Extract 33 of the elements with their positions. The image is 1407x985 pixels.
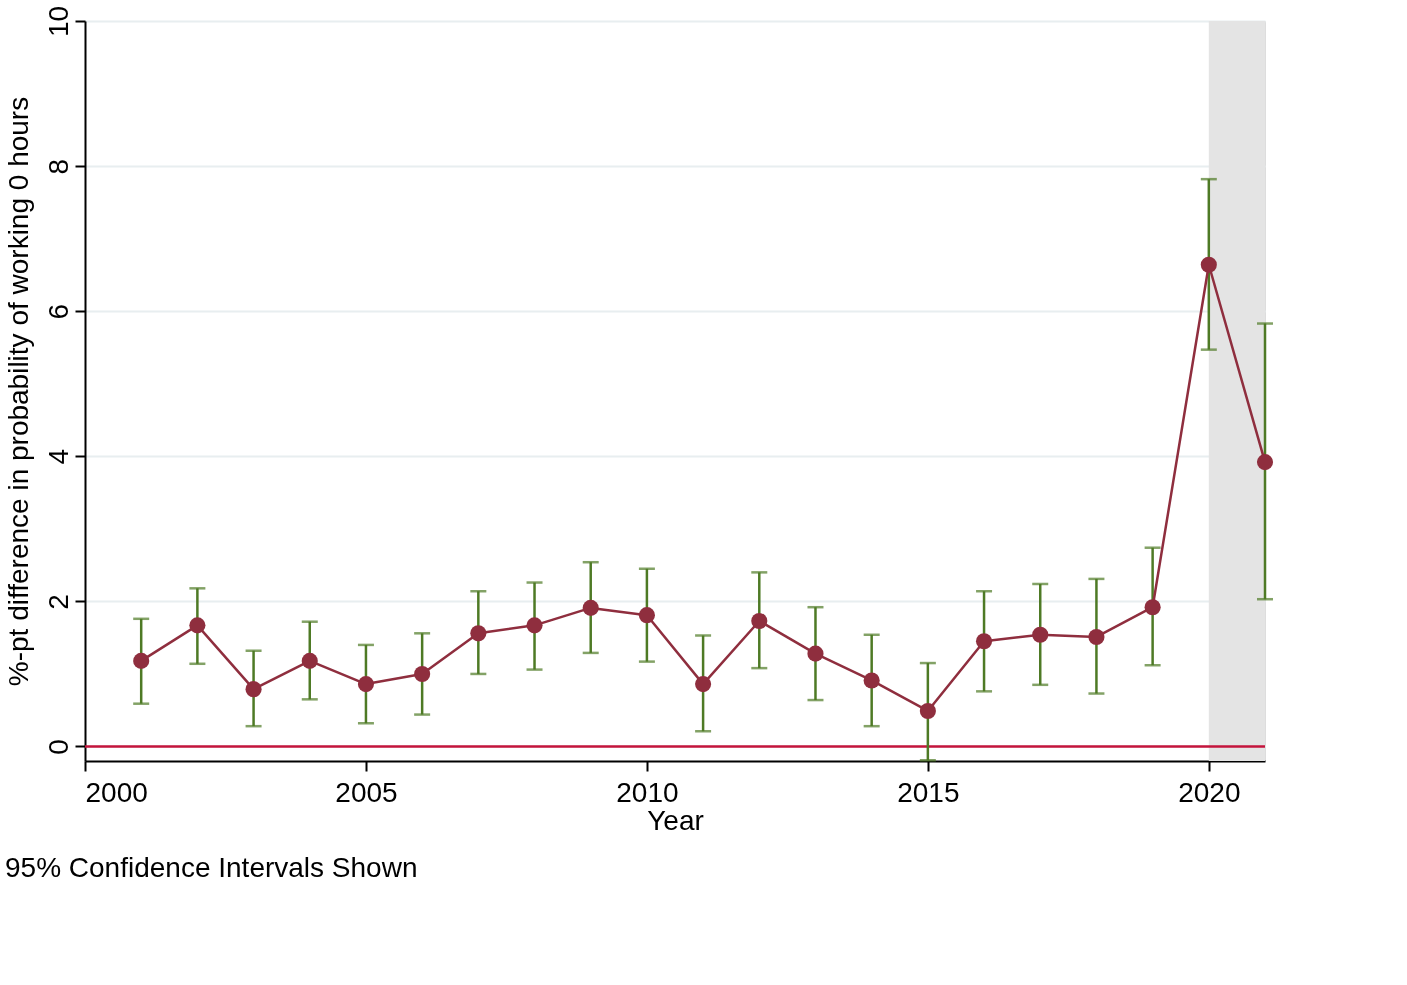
- point: [357, 676, 375, 693]
- point: [807, 645, 824, 662]
- text: 95% Confidence Intervals Shown: [5, 852, 418, 883]
- y-tick-label: 4: [42, 449, 74, 465]
- point: [695, 676, 712, 693]
- point: [751, 612, 768, 630]
- x-tick-label: 2015: [897, 776, 960, 808]
- point: [189, 617, 206, 634]
- point: [1088, 628, 1105, 645]
- y-axis-title: %-pt difference in probability of working 0 hours: [2, 96, 34, 687]
- y-tick-label: 10: [42, 5, 74, 38]
- y-tick-label: 2: [42, 594, 74, 610]
- point: [414, 665, 431, 682]
- x-tick-label: 2000: [85, 776, 148, 808]
- point: [582, 599, 599, 616]
- point: [301, 652, 318, 669]
- y-tick-label: 8: [42, 158, 74, 175]
- point: [1256, 454, 1274, 471]
- point: [1200, 256, 1217, 273]
- point: [526, 617, 543, 634]
- point: [1144, 599, 1161, 616]
- point: [470, 625, 487, 642]
- x-tick-label: 2020: [1178, 776, 1241, 808]
- y-tick-label: 6: [42, 303, 74, 320]
- point: [863, 672, 880, 689]
- x-tick-label: 2005: [335, 776, 398, 808]
- point: [919, 702, 936, 719]
- y-tick-label: 0: [42, 739, 74, 755]
- point: [1032, 626, 1049, 643]
- point: [638, 607, 655, 624]
- point: [133, 652, 150, 669]
- point: [975, 633, 993, 650]
- point: [245, 681, 262, 698]
